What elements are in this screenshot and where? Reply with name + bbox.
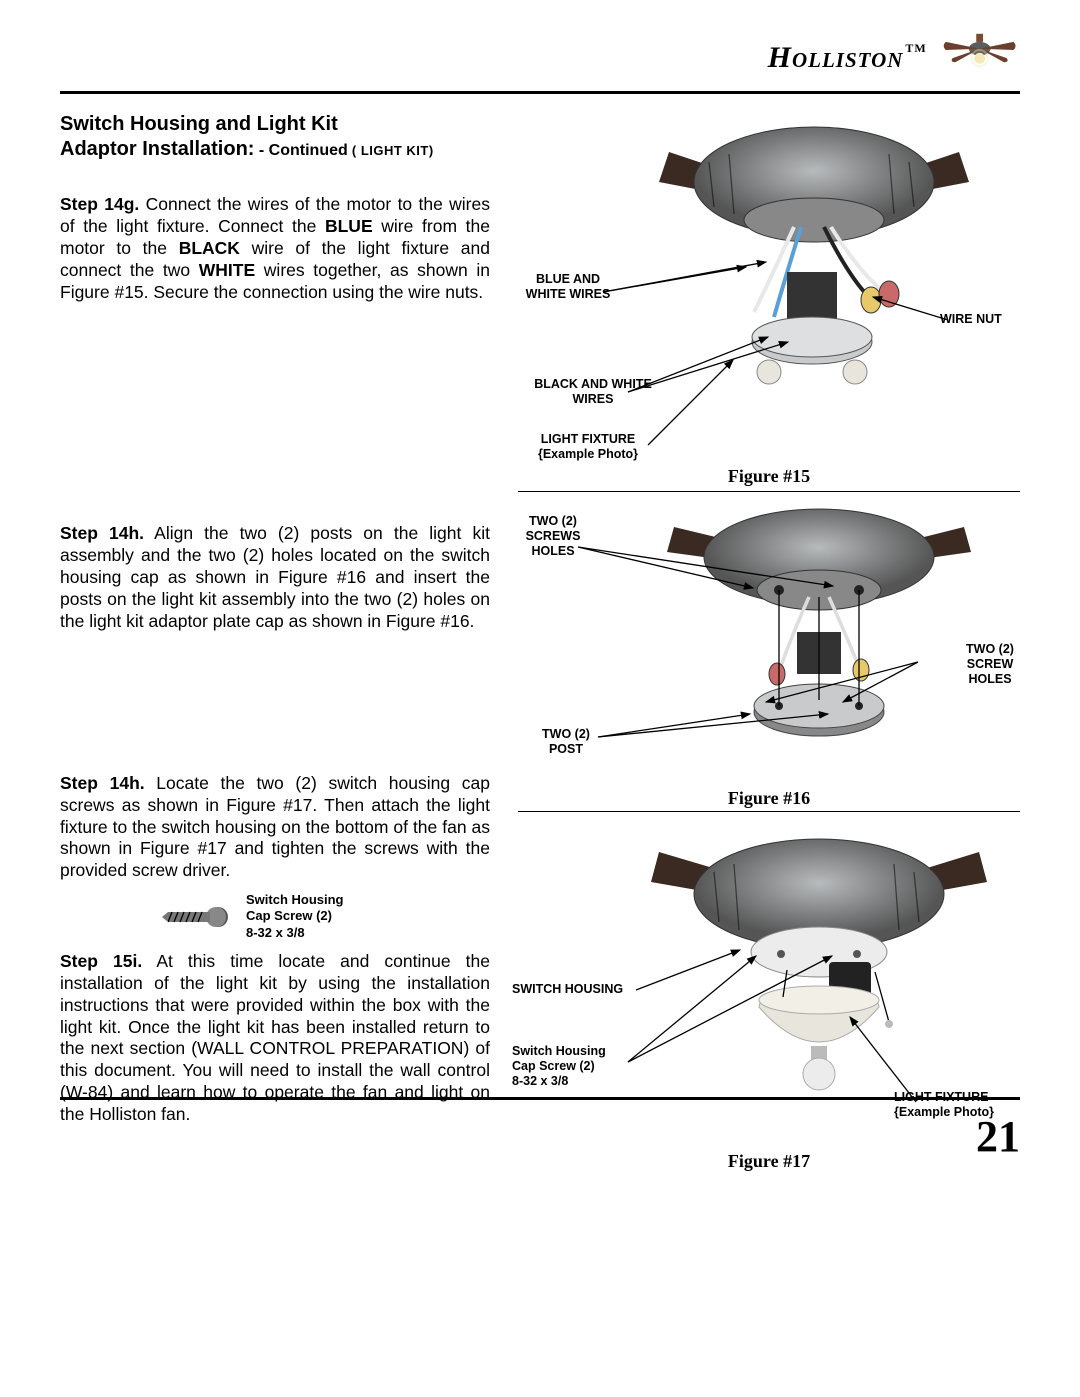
callout-black-white: BLACK AND WHITEWIRES xyxy=(518,377,668,407)
spacer xyxy=(60,633,490,773)
callout-cap-screw: Switch HousingCap Screw (2)8-32 x 3/8 xyxy=(512,1044,642,1089)
step-15i-label: Step 15i. xyxy=(60,951,142,971)
spacer xyxy=(60,162,490,194)
s14g-blue: BLUE xyxy=(325,216,373,236)
fan-icon xyxy=(939,30,1020,85)
callout-switch-housing: SWITCH HOUSING xyxy=(512,982,642,997)
screw-diagram: Switch Housing Cap Screw (2) 8-32 x 3/8 xyxy=(160,892,490,941)
figure-17-caption: Figure #17 xyxy=(518,1151,1020,1172)
callout-screw-holes-r: TWO (2)SCREWHOLES xyxy=(960,642,1020,687)
page-number: 21 xyxy=(976,1111,1020,1162)
brand-tm: TM xyxy=(905,41,926,55)
s14g-white: WHITE xyxy=(199,260,255,280)
page-root: HollistonTM Switch Housing and Light Kit… xyxy=(0,0,1080,1182)
screw-l3: 8-32 x 3/8 xyxy=(246,925,344,941)
figure-16-svg xyxy=(539,502,999,777)
screw-icon xyxy=(160,903,230,931)
step-14h1-label: Step 14h. xyxy=(60,523,144,543)
callout-light-fixture-15: LIGHT FIXTURE{Example Photo} xyxy=(518,432,658,462)
figure-17: SWITCH HOUSING Switch HousingCap Screw (… xyxy=(518,822,1020,1172)
spacer xyxy=(60,303,490,523)
callout-wire-nut: WIRE NUT xyxy=(940,312,1020,327)
title-line2a: Adaptor Installation: xyxy=(60,138,254,160)
figure-15: BLUE ANDWHITE WIRES WIRE NUT BLACK AND W… xyxy=(518,112,1020,492)
title-line1: Switch Housing and Light Kit xyxy=(60,112,490,137)
step-14h-1: Step 14h. Align the two (2) posts on the… xyxy=(60,523,490,632)
screw-label: Switch Housing Cap Screw (2) 8-32 x 3/8 xyxy=(246,892,344,941)
content: Switch Housing and Light Kit Adaptor Ins… xyxy=(60,112,1020,1182)
title-line2c: ( LIGHT KIT) xyxy=(348,143,434,158)
header-rule-wrap: HollistonTM xyxy=(60,41,927,75)
figure-15-caption: Figure #15 xyxy=(518,466,1020,487)
header: HollistonTM xyxy=(60,30,1020,85)
figure-16: TWO (2)SCREWSHOLES TWO (2)SCREWHOLES TWO… xyxy=(518,502,1020,812)
callout-screw-holes-l: TWO (2)SCREWSHOLES xyxy=(518,514,588,559)
s14g-black: BLACK xyxy=(179,238,240,258)
step-14g-label: Step 14g. xyxy=(60,194,139,214)
left-column: Switch Housing and Light Kit Adaptor Ins… xyxy=(60,112,490,1182)
callout-blue-white: BLUE ANDWHITE WIRES xyxy=(518,272,618,302)
bottom-rule xyxy=(60,1097,1020,1100)
step-14h-2: Step 14h. Locate the two (2) switch hous… xyxy=(60,773,490,882)
brand-name: HollistonTM xyxy=(768,41,927,75)
title-line2b: - Continued xyxy=(254,142,347,159)
top-rule xyxy=(60,91,1020,94)
screw-l2: Cap Screw (2) xyxy=(246,908,344,924)
figure-16-caption: Figure #16 xyxy=(518,788,1020,809)
screw-l1: Switch Housing xyxy=(246,892,344,908)
step-14g: Step 14g. Connect the wires of the motor… xyxy=(60,194,490,303)
step-14h2-label: Step 14h. xyxy=(60,773,145,793)
brand-text: Holliston xyxy=(768,41,904,74)
title-line2: Adaptor Installation: - Continued ( LIGH… xyxy=(60,137,490,162)
right-column: BLUE ANDWHITE WIRES WIRE NUT BLACK AND W… xyxy=(518,112,1020,1182)
callout-two-post: TWO (2)POST xyxy=(536,727,596,757)
